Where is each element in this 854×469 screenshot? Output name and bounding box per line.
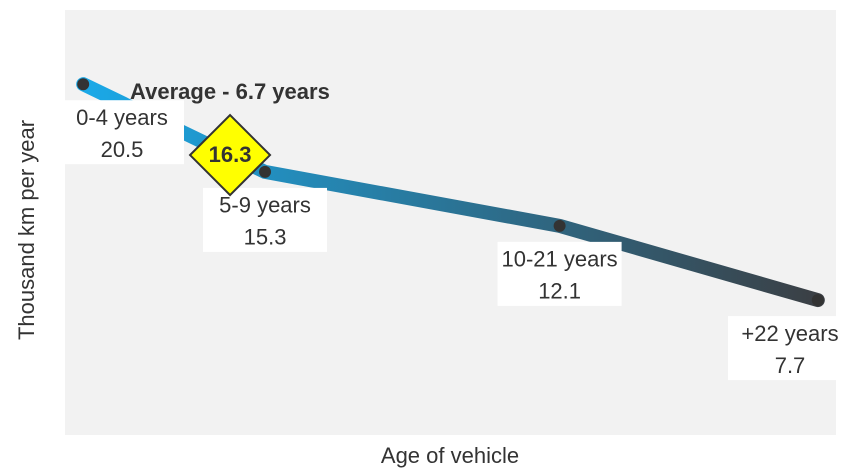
value-label: 20.5 bbox=[101, 137, 144, 162]
point-label: 10-21 years bbox=[502, 247, 618, 272]
label-box bbox=[203, 187, 328, 252]
value-label: 12.1 bbox=[538, 279, 581, 304]
average-value: 16.3 bbox=[209, 142, 252, 167]
point bbox=[811, 294, 824, 307]
point-label: +22 years bbox=[741, 321, 838, 346]
point bbox=[77, 78, 90, 91]
point-label: 5-9 years bbox=[219, 193, 311, 218]
value-label: 15.3 bbox=[244, 225, 287, 250]
label-box bbox=[497, 241, 622, 306]
point-label: 0-4 years bbox=[76, 105, 168, 130]
annotation-title: Average - 6.7 years bbox=[130, 79, 330, 104]
value-label: 7.7 bbox=[775, 353, 806, 378]
label-box bbox=[728, 316, 852, 381]
plot-area bbox=[65, 10, 836, 435]
x-axis-label: Age of vehicle bbox=[381, 443, 519, 468]
label-box bbox=[60, 100, 184, 165]
y-axis-label: Thousand km per year bbox=[14, 120, 39, 340]
point bbox=[553, 219, 566, 232]
point bbox=[259, 165, 272, 178]
average-marker bbox=[188, 113, 272, 197]
